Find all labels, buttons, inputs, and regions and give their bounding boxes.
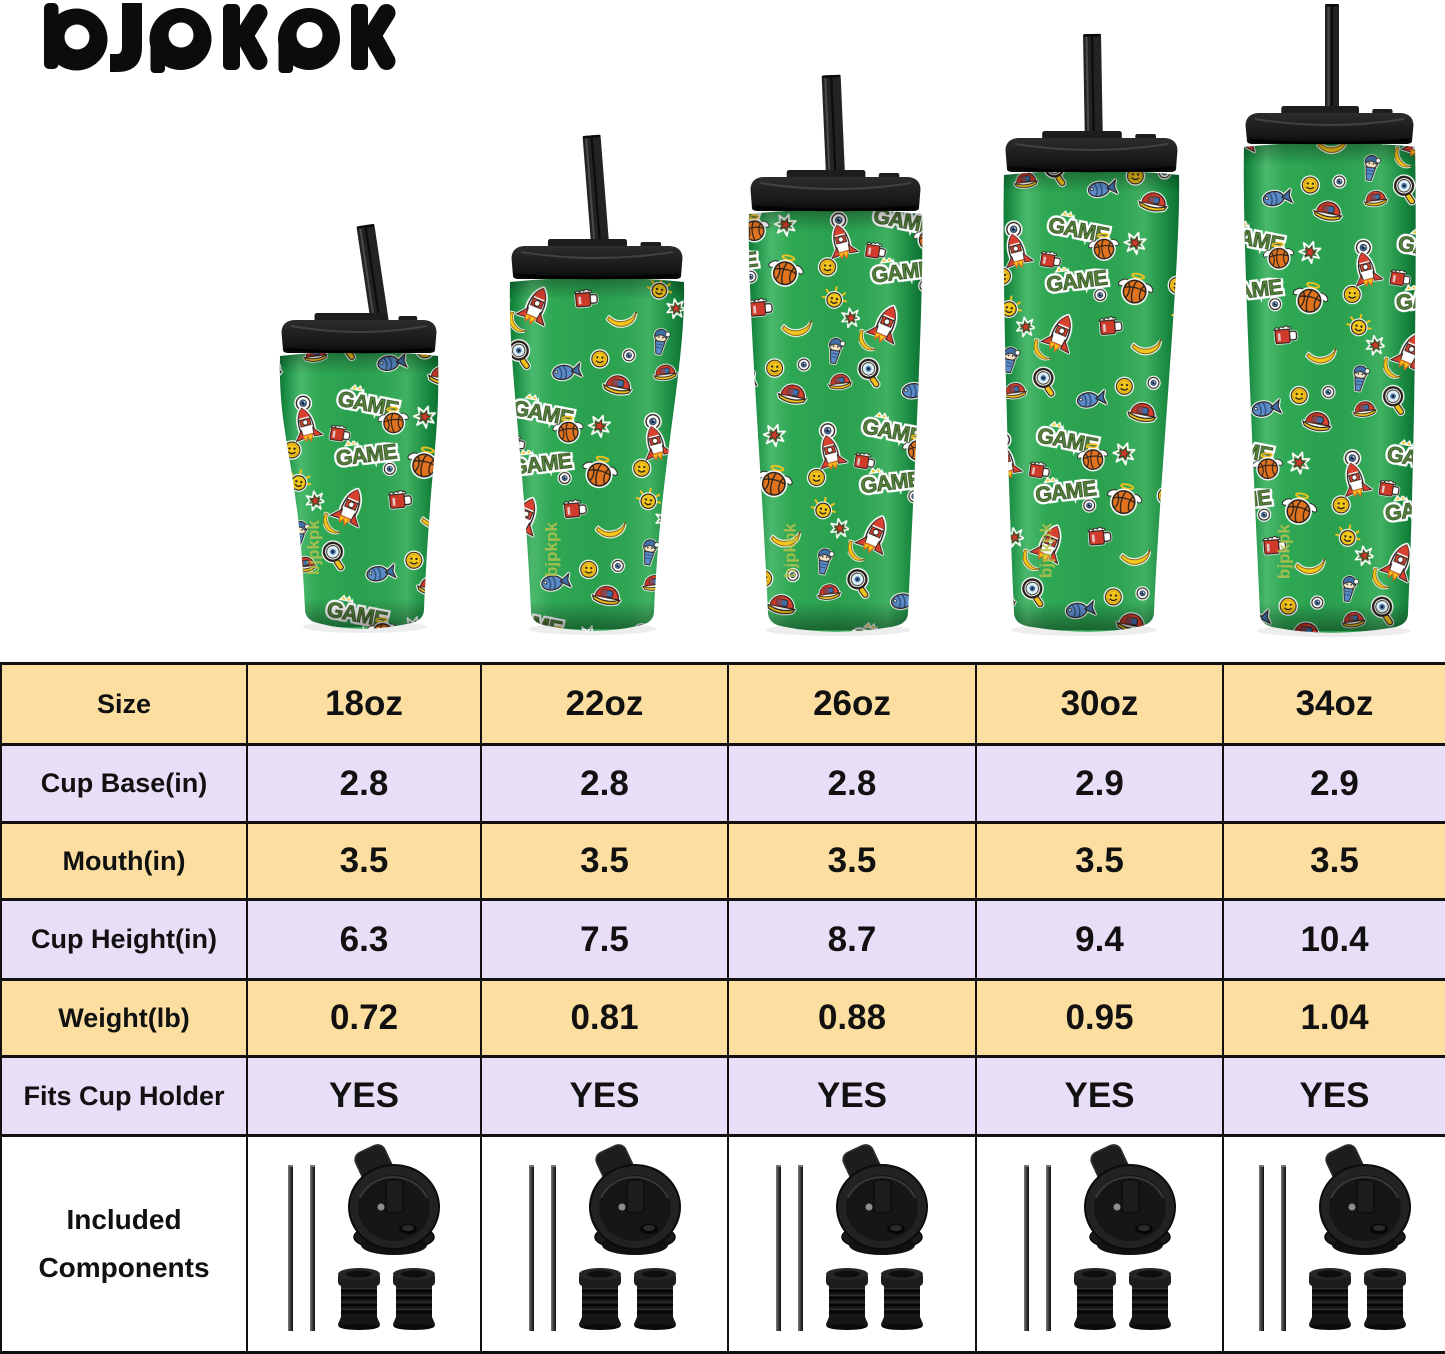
svg-text:bjpkpk: bjpkpk xyxy=(304,520,323,575)
svg-text:bjpkpk: bjpkpk xyxy=(1037,523,1056,578)
svg-text:bjpkpk: bjpkpk xyxy=(781,523,800,578)
svg-text:bjpkpk: bjpkpk xyxy=(542,522,561,577)
svg-text:bjpkpk: bjpkpk xyxy=(1275,524,1294,579)
